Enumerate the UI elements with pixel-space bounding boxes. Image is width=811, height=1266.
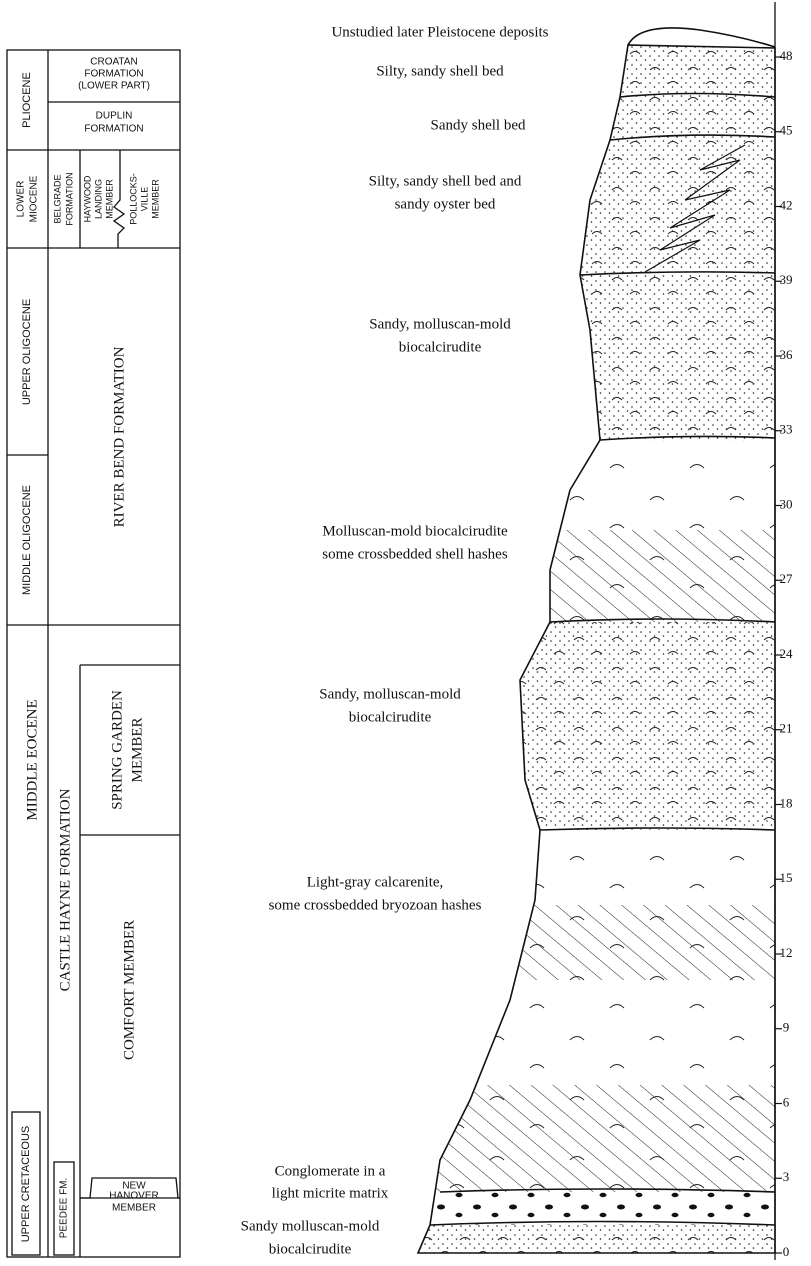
member-label: POLLOCKS- [128, 173, 138, 225]
formation-label: PEEDEE FM. [59, 1178, 70, 1239]
bed-description: Conglomerate in a [275, 1163, 386, 1179]
bed-description: Unstudied later Pleistocene deposits [331, 24, 548, 40]
bed-description: sandy oyster bed [395, 196, 496, 212]
bed-description: biocalcirudite [269, 1241, 352, 1257]
formation-label: FORMATION [84, 69, 143, 80]
formation-label: DUPLIN [96, 111, 133, 122]
scale-tick-label: 3 [783, 1169, 790, 1184]
bed-description: biocalcirudite [349, 709, 432, 725]
scale-tick-label: 6 [783, 1094, 790, 1109]
column-frame [7, 50, 180, 1257]
epoch-label: UPPER CRETACEOUS [20, 1126, 32, 1243]
formation-label: FORMATION [84, 124, 143, 135]
epoch-label: MIOCENE [29, 175, 40, 222]
member-label: MEMBER [112, 1203, 156, 1214]
stratigraphic-diagram: PLIOCENE CROATAN FORMATION (LOWER PART) … [0, 0, 811, 1266]
formation-label: CASTLE HAYNE FORMATION [57, 788, 73, 991]
scale-tick-label: 36 [780, 347, 794, 362]
formation-label: CROATAN [90, 57, 137, 68]
scale-tick-label: 33 [780, 422, 793, 437]
bed-description: Light-gray calcarenite, [307, 874, 444, 890]
bed-description: light micrite matrix [272, 1185, 389, 1201]
epoch-label: LOWER [16, 181, 27, 218]
scale-tick-label: 39 [780, 272, 793, 287]
member-label: LANDING [93, 179, 103, 219]
scale-tick-label: 15 [780, 870, 793, 885]
bed-description: Sandy molluscan-mold [241, 1218, 380, 1234]
scale-tick-label: 21 [780, 721, 793, 736]
scale-tick-label: 45 [780, 123, 793, 138]
epoch-label: PLIOCENE [21, 72, 33, 128]
member-label: COMFORT MEMBER [121, 920, 137, 1060]
bed-description: Silty, sandy shell bed and [369, 173, 522, 189]
bed-description: biocalcirudite [399, 339, 482, 355]
scale-tick-label: 0 [783, 1244, 790, 1259]
epoch-label: MIDDLE EOCENE [24, 699, 40, 820]
formation-label: RIVER BEND FORMATION [111, 346, 127, 527]
bed-description: Sandy, molluscan-mold [319, 686, 461, 702]
member-label: MEMBER [150, 179, 160, 219]
scale-tick-label: 9 [783, 1020, 790, 1035]
bed-description: Silty, sandy shell bed [376, 63, 504, 79]
epoch-label: UPPER OLIGOCENE [21, 299, 33, 405]
scale-tick-label: 18 [780, 795, 793, 810]
bed-description: Sandy shell bed [431, 117, 526, 133]
bed-description: Sandy, molluscan-mold [369, 316, 511, 332]
bed-description: some crossbedded shell hashes [322, 546, 508, 562]
scale-tick-label: 24 [780, 646, 794, 661]
epoch-label: MIDDLE OLIGOCENE [21, 485, 33, 595]
section-fill [400, 40, 780, 1253]
bed-description: some crossbedded bryozoan hashes [269, 897, 482, 913]
member-label: HAYWOOD [82, 175, 92, 222]
member-label: VILLE [139, 187, 149, 212]
scale-tick-label: 12 [780, 945, 793, 960]
scale-tick-label: 48 [780, 48, 793, 63]
member-label: HANOVER [109, 1191, 158, 1202]
member-label: SPRING GARDEN [109, 690, 125, 810]
scale-tick-label: 42 [780, 197, 793, 212]
scale-tick-label: 27 [780, 571, 794, 586]
member-label: MEMBER [129, 717, 145, 782]
scale-tick-label: 30 [780, 496, 793, 511]
formation-label: BELGRADE [52, 174, 62, 223]
formation-label: FORMATION [64, 172, 74, 225]
member-label: MEMBER [104, 179, 114, 219]
formation-label: (LOWER PART) [78, 81, 150, 92]
age-column: PLIOCENE CROATAN FORMATION (LOWER PART) … [7, 50, 180, 1257]
bed-description: Molluscan-mold biocalcirudite [322, 523, 508, 539]
